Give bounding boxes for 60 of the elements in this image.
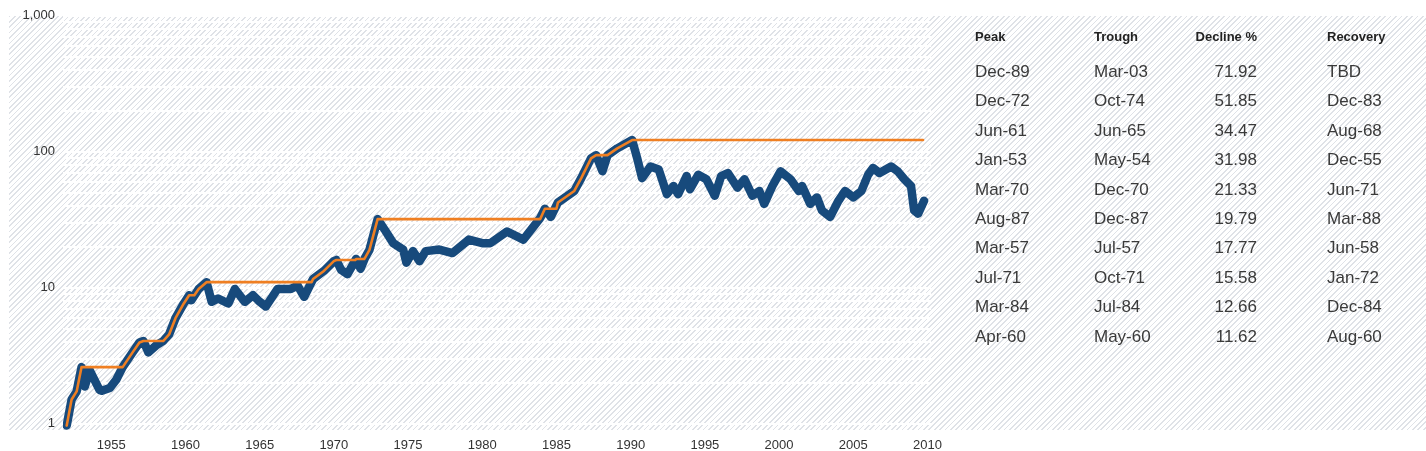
text: Aug-87	[975, 208, 1030, 229]
text: Dec-84	[1327, 296, 1382, 317]
text: Jan-53	[975, 149, 1027, 170]
text: 15.58	[1214, 267, 1257, 288]
text: 34.47	[1214, 120, 1257, 141]
text: Dec-72	[975, 91, 1030, 111]
text: Dec-83	[1327, 91, 1382, 111]
text: 31.98	[1214, 149, 1257, 170]
text: 19.79	[1214, 208, 1257, 229]
text: Aug-60	[1327, 326, 1382, 346]
text: 21.33	[1214, 179, 1257, 199]
text: Apr-60	[975, 326, 1027, 346]
x-tick-label: 1995	[690, 437, 720, 451]
y-tick-label: 1	[47, 415, 55, 431]
text: Jun-61	[975, 120, 1027, 141]
text: TBD	[1327, 61, 1361, 82]
text: Jul-57	[1094, 238, 1141, 258]
x-tick-label: 2005	[838, 437, 868, 451]
text: Dec-89	[975, 61, 1030, 82]
text: 17.77	[1214, 238, 1257, 258]
text: Peak	[975, 28, 1006, 45]
x-tick-label: 1960	[170, 437, 200, 451]
x-tick-label: 1965	[245, 437, 275, 451]
text: 51.85	[1214, 91, 1257, 111]
text: Trough	[1094, 28, 1139, 45]
text: Dec-55	[1327, 149, 1382, 170]
text: May-54	[1094, 149, 1151, 170]
text: Dec-70	[1094, 179, 1149, 199]
text: Mar-70	[975, 179, 1029, 199]
text: Jul-71	[975, 267, 1022, 288]
text: Mar-84	[975, 296, 1029, 317]
text: 11.62	[1215, 326, 1257, 346]
text: Jun-65	[1094, 120, 1146, 141]
text: Jul-84	[1094, 296, 1141, 317]
y-tick-label: 100	[33, 143, 55, 159]
text: Dec-87	[1094, 208, 1149, 229]
x-tick-label: 2000	[764, 437, 794, 451]
text: Mar-57	[975, 238, 1029, 258]
text: 12.66	[1214, 296, 1257, 317]
text: Decline %	[1195, 28, 1257, 45]
text: Aug-68	[1327, 120, 1382, 141]
x-tick-label: 1990	[616, 437, 646, 451]
text: Recovery	[1327, 28, 1386, 45]
x-tick-label: 2010	[913, 437, 942, 451]
x-tick-label: 1955	[96, 437, 126, 451]
text: Mar-88	[1327, 208, 1381, 229]
text: 71.92	[1214, 61, 1257, 82]
text: May-60	[1094, 326, 1151, 346]
x-tick-label: 1980	[467, 437, 497, 451]
x-tick-label: 1975	[393, 437, 423, 451]
text: Jan-72	[1327, 267, 1379, 288]
x-tick-label: 1970	[319, 437, 349, 451]
text: Oct-71	[1094, 267, 1146, 288]
text: Oct-74	[1094, 91, 1146, 111]
text: Jun-71	[1327, 179, 1379, 199]
y-tick-label: 10	[40, 279, 55, 295]
text: Jun-58	[1327, 238, 1379, 258]
x-tick-label: 1985	[542, 437, 571, 451]
y-tick-label: 1,000	[22, 7, 55, 23]
text: Mar-03	[1094, 61, 1148, 82]
